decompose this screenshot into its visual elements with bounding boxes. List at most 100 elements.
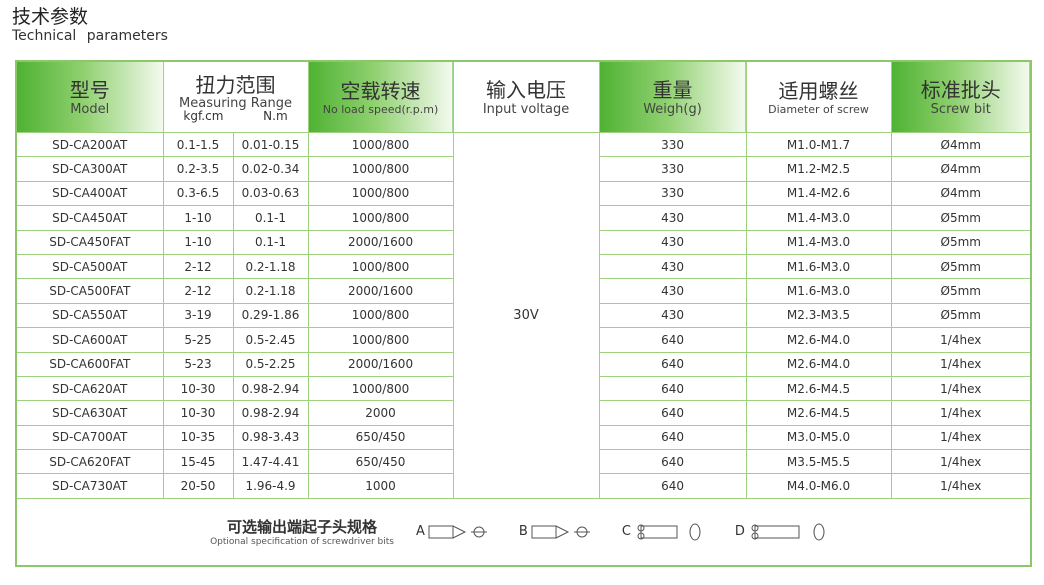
cell-model: SD-CA700AT <box>15 424 164 451</box>
cell-torque-kgf: 10-35 <box>162 424 234 451</box>
cell-speed: 2000/1600 <box>307 229 454 255</box>
cell-torque-kgf: 15-45 <box>162 449 234 475</box>
voltage-cell: 30V <box>452 132 600 499</box>
cell-weight: 640 <box>598 424 747 451</box>
cell-weight: 330 <box>598 180 747 207</box>
cell-torque-nm: 0.02-0.34 <box>232 156 309 182</box>
table-row: SD-CA500FAT 2-12 0.2-1.18 2000/1600 430 M1.6-… <box>15 278 1032 304</box>
bit-spec-footer: 可选输出端起子头规格 Optional specification of scre… <box>15 497 1032 567</box>
title-en: Technical parameters <box>12 28 168 44</box>
footer-en: Optional specification of screwdriver bi… <box>210 537 394 548</box>
cell-torque-kgf: 2-12 <box>162 253 234 280</box>
cell-bit: 1/4hex <box>890 449 1032 475</box>
cell-torque-kgf: 1-10 <box>162 205 234 231</box>
cell-bit: 1/4hex <box>890 473 1032 499</box>
cell-weight: 430 <box>598 278 747 304</box>
table-row: SD-CA450AT 1-10 0.1-1 1000/800 430 M1.4-M3.0 Ø… <box>15 205 1032 231</box>
cell-torque-kgf: 2-12 <box>162 278 234 304</box>
cell-screw: M2.6-M4.0 <box>745 351 892 377</box>
cell-model: SD-CA630AT <box>15 400 164 426</box>
cell-bit: 1/4hex <box>890 375 1032 402</box>
cell-torque-nm: 0.1-1 <box>232 229 309 255</box>
cell-weight: 430 <box>598 229 747 255</box>
table-row: SD-CA620AT 10-30 0.98-2.94 1000/800 640 M2.6-… <box>15 375 1032 402</box>
cell-screw: M1.6-M3.0 <box>745 278 892 304</box>
cell-screw: M1.2-M2.5 <box>745 156 892 182</box>
cell-screw: M3.0-M5.0 <box>745 424 892 451</box>
cell-bit: Ø5mm <box>890 229 1032 255</box>
cell-screw: M1.4-M2.6 <box>745 180 892 207</box>
cell-screw: M1.4-M3.0 <box>745 229 892 255</box>
bit-d-diagram: D <box>735 515 837 549</box>
cell-weight: 640 <box>598 473 747 499</box>
table-row: SD-CA600AT 5-25 0.5-2.45 1000/800 640 M2.6-M4… <box>15 327 1032 353</box>
cell-screw: M2.6-M4.5 <box>745 400 892 426</box>
cell-speed: 1000/800 <box>307 131 454 158</box>
cell-model: SD-CA600AT <box>15 327 164 353</box>
cell-screw: M3.5-M5.5 <box>745 449 892 475</box>
cell-torque-nm: 0.98-3.43 <box>232 424 309 451</box>
cell-model: SD-CA600FAT <box>15 351 164 377</box>
header-weight: 重量 Weigh(g) <box>598 60 747 133</box>
cell-torque-nm: 0.98-2.94 <box>232 400 309 426</box>
cell-bit: 1/4hex <box>890 400 1032 426</box>
cell-screw: M4.0-M6.0 <box>745 473 892 499</box>
cell-screw: M2.3-M3.5 <box>745 302 892 329</box>
cell-model: SD-CA500FAT <box>15 278 164 304</box>
cell-speed: 1000/800 <box>307 375 454 402</box>
cell-torque-nm: 1.96-4.9 <box>232 473 309 499</box>
cell-speed: 1000/800 <box>307 205 454 231</box>
cell-torque-nm: 0.1-1 <box>232 205 309 231</box>
header-bit: 标准批头 Screw bit <box>890 60 1032 133</box>
cell-bit: 1/4hex <box>890 424 1032 451</box>
cell-bit: Ø5mm <box>890 205 1032 231</box>
cell-model: SD-CA620FAT <box>15 449 164 475</box>
spec-table: 型号 Model 扭力范围 Measuring Range kgf.cm N.m 空载转… <box>15 60 1033 567</box>
header-range: 扭力范围 Measuring Range kgf.cm N.m <box>162 60 309 133</box>
cell-model: SD-CA450AT <box>15 205 164 231</box>
section-title: 技术参数 Technical parameters <box>12 8 168 44</box>
table-row: SD-CA730AT 20-50 1.96-4.9 1000 640 M4.0-M6.0 1… <box>15 473 1032 499</box>
header-screw: 适用螺丝 Diameter of screw <box>745 60 892 133</box>
table-row: SD-CA600FAT 5-23 0.5-2.25 2000/1600 640 M2.6-… <box>15 351 1032 377</box>
cell-bit: Ø4mm <box>890 131 1032 158</box>
cell-model: SD-CA300AT <box>15 156 164 182</box>
cell-weight: 640 <box>598 400 747 426</box>
cell-bit: Ø5mm <box>890 278 1032 304</box>
cell-torque-kgf: 5-23 <box>162 351 234 377</box>
cell-bit: Ø5mm <box>890 302 1032 329</box>
cell-torque-nm: 0.2-1.18 <box>232 253 309 280</box>
cell-torque-kgf: 10-30 <box>162 400 234 426</box>
cell-screw: M1.4-M3.0 <box>745 205 892 231</box>
cell-torque-kgf: 3-19 <box>162 302 234 329</box>
cell-bit: Ø4mm <box>890 156 1032 182</box>
cell-torque-nm: 0.98-2.94 <box>232 375 309 402</box>
cell-torque-kgf: 5-25 <box>162 327 234 353</box>
footer-cn: 可选输出端起子头规格 <box>227 518 378 537</box>
cell-weight: 330 <box>598 131 747 158</box>
cell-weight: 640 <box>598 449 747 475</box>
cell-bit: 1/4hex <box>890 327 1032 353</box>
table-row: SD-CA620FAT 15-45 1.47-4.41 650/450 640 M3.5-… <box>15 449 1032 475</box>
cell-screw: M2.6-M4.0 <box>745 327 892 353</box>
cell-torque-nm: 0.01-0.15 <box>232 131 309 158</box>
cell-torque-kgf: 1-10 <box>162 229 234 255</box>
cell-speed: 1000 <box>307 473 454 499</box>
cell-torque-nm: 0.2-1.18 <box>232 278 309 304</box>
cell-speed: 650/450 <box>307 449 454 475</box>
cell-torque-nm: 0.03-0.63 <box>232 180 309 207</box>
cell-speed: 2000/1600 <box>307 278 454 304</box>
cell-model: SD-CA730AT <box>15 473 164 499</box>
cell-weight: 640 <box>598 375 747 402</box>
cell-weight: 640 <box>598 327 747 353</box>
header-speed: 空载转速 No load speed(r.p.m) <box>307 60 454 133</box>
cell-torque-kgf: 0.1-1.5 <box>162 131 234 158</box>
cell-weight: 430 <box>598 205 747 231</box>
cell-model: SD-CA200AT <box>15 131 164 158</box>
cell-weight: 640 <box>598 351 747 377</box>
cell-speed: 2000 <box>307 400 454 426</box>
cell-speed: 1000/800 <box>307 156 454 182</box>
table-row: SD-CA450FAT 1-10 0.1-1 2000/1600 430 M1.4-M3.… <box>15 229 1032 255</box>
table-row: SD-CA700AT 10-35 0.98-3.43 650/450 640 M3.0-M… <box>15 424 1032 451</box>
header-voltage: 输入电压 Input voltage <box>452 60 600 133</box>
